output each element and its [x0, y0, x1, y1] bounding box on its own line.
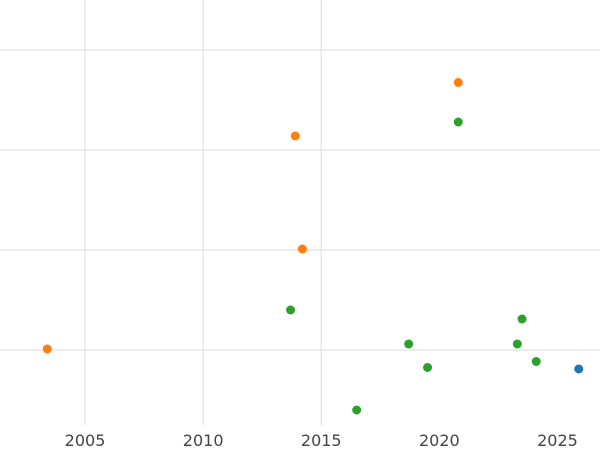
scatter-point	[512, 339, 522, 349]
scatter-point	[517, 314, 527, 324]
x-tick-label: 2015	[301, 431, 342, 450]
x-tick-labels: 2005 2010 2015 2020 2025	[65, 431, 578, 450]
grid-layer	[0, 0, 600, 425]
scatter-point	[286, 305, 296, 315]
scatter-point	[352, 405, 362, 415]
scatter-point	[531, 357, 541, 366]
x-tick-label: 2005	[65, 431, 106, 450]
x-tick-label: 2010	[183, 431, 224, 450]
scatter-point	[574, 364, 584, 374]
scatter-point	[290, 131, 300, 141]
scatter-point	[404, 339, 414, 349]
scatter-point	[423, 363, 433, 372]
scatter-point	[297, 244, 307, 254]
points-layer	[42, 78, 584, 415]
x-tick-label: 2025	[537, 431, 578, 450]
x-tick-label: 2020	[419, 431, 460, 450]
scatter-point	[42, 344, 52, 354]
scatter-point	[453, 78, 463, 87]
scatter-point	[453, 117, 463, 127]
